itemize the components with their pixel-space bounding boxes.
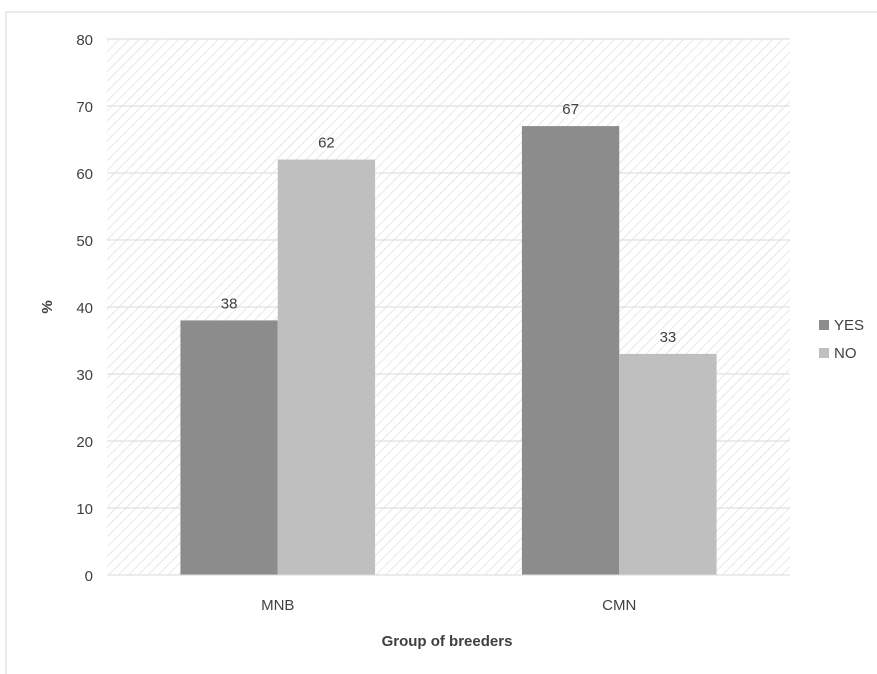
data-labels: 38 62 67 33 (221, 101, 677, 346)
y-axis-label: % (39, 300, 56, 313)
y-tick-label: 20 (76, 434, 93, 451)
data-label: 67 (562, 101, 579, 118)
legend-swatch-no (819, 348, 829, 358)
bar-no-cmn (619, 353, 717, 575)
x-axis-label: Group of breeders (382, 633, 513, 650)
y-tick-label: 50 (76, 233, 93, 250)
bar-yes-cmn (521, 126, 620, 575)
bar-no-mnb (277, 159, 376, 575)
legend-swatch-yes (819, 320, 829, 330)
y-tick-label: 10 (76, 501, 93, 518)
y-tick-label: 80 (76, 32, 93, 49)
y-tick-label: 70 (76, 99, 93, 116)
y-tick-label: 30 (76, 367, 93, 384)
bar-yes-mnb (180, 320, 278, 575)
data-label: 38 (221, 295, 238, 312)
legend-label-yes: YES (834, 317, 864, 334)
y-tick-label: 60 (76, 166, 93, 183)
data-label: 62 (318, 135, 335, 152)
y-tick-label: 0 (85, 568, 93, 585)
x-tick-label: MNB (261, 597, 294, 614)
legend-label-no: NO (834, 345, 857, 362)
y-tick-label: 40 (76, 300, 93, 317)
legend: YES NO (819, 317, 864, 362)
x-tick-labels: MNB CMN (261, 597, 636, 614)
data-label: 33 (660, 329, 677, 346)
y-tick-labels: 0 10 20 30 40 50 60 70 80 (76, 32, 93, 585)
bars (180, 126, 717, 575)
x-tick-label: CMN (602, 597, 636, 614)
